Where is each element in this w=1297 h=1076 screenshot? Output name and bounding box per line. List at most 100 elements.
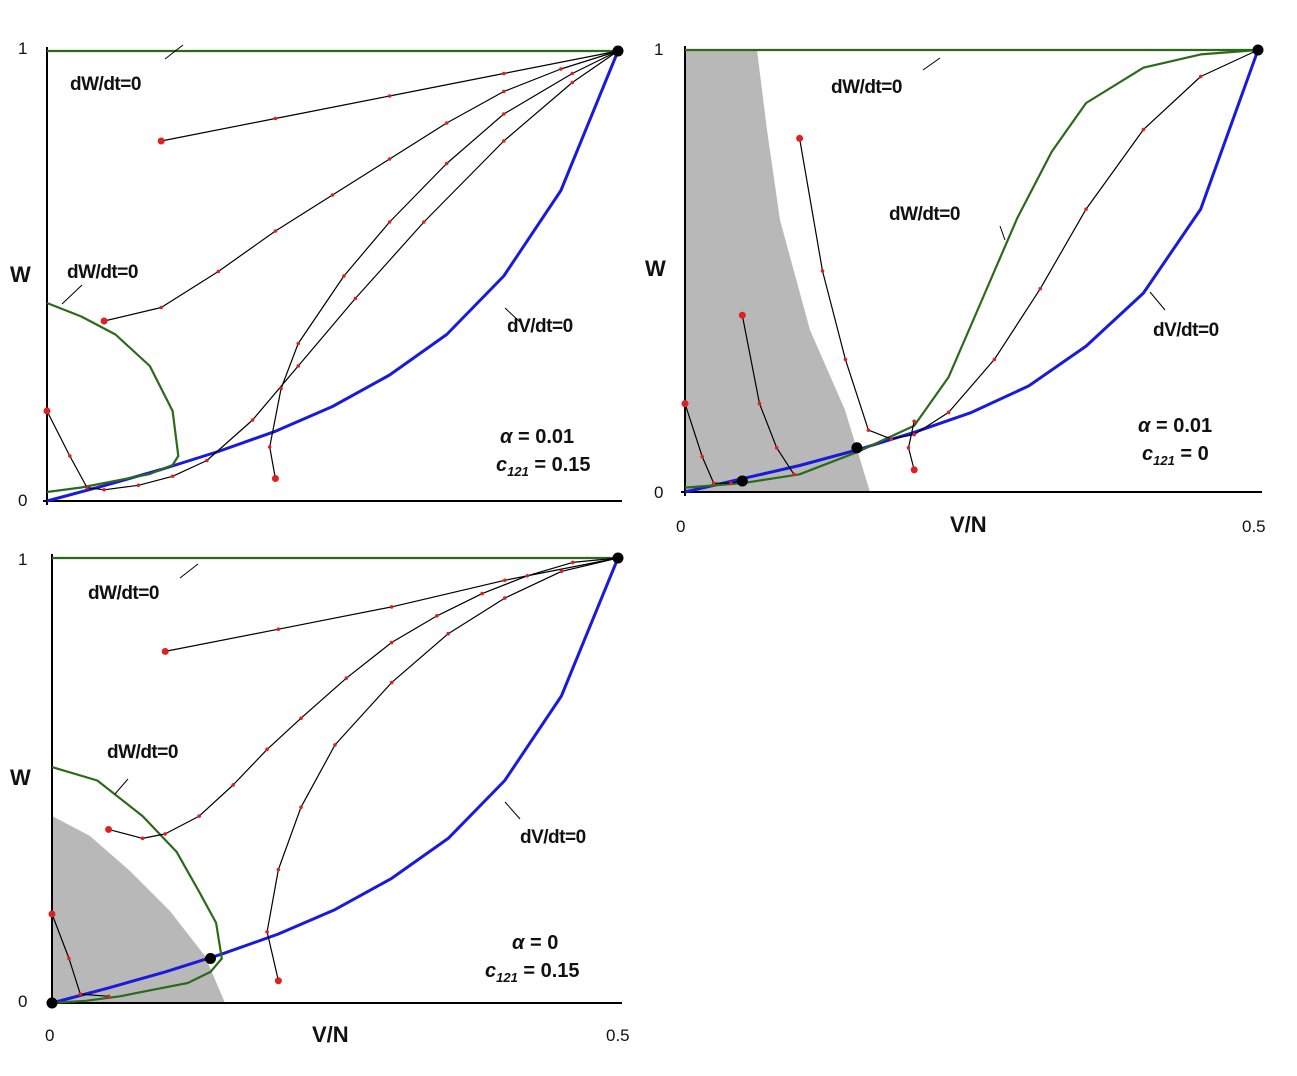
- trajectory-marker: [273, 116, 278, 121]
- trajectory-marker: [299, 716, 303, 720]
- trajectory-marker: [389, 605, 394, 609]
- trajectory-marker: [136, 483, 141, 488]
- trajectory-marker: [267, 445, 272, 449]
- trajectory-marker: [946, 410, 951, 415]
- trajectory-line: [103, 50, 619, 322]
- annotation-leader: [164, 44, 184, 60]
- trajectory-marker: [1141, 127, 1146, 132]
- trajectory-marker: [502, 71, 506, 76]
- trajectory-marker: [889, 437, 894, 441]
- trajectory-marker: [774, 446, 779, 450]
- equilibrium-point: [736, 475, 748, 487]
- trajectory-marker: [102, 487, 106, 492]
- trajectory-marker: [85, 485, 89, 490]
- x-axis-title-c: V/N: [312, 1022, 349, 1047]
- trajectory-marker: [843, 357, 848, 362]
- y-axis-title-b: W: [645, 256, 666, 281]
- trajectory-marker: [159, 305, 163, 310]
- annotation-dw-top-a: dW/dt=0: [70, 74, 141, 95]
- trajectory-line: [165, 557, 619, 652]
- trajectory-marker: [157, 137, 165, 145]
- trajectory-marker: [342, 274, 346, 278]
- trajectory-marker: [912, 419, 916, 424]
- trajectory-marker: [711, 481, 716, 485]
- x-tick-left-b: 0: [676, 517, 686, 536]
- trajectory-marker: [271, 475, 279, 482]
- trajectory-marker: [422, 220, 426, 224]
- dv-nullcline-line: [684, 49, 1260, 494]
- y-tick-top-a: 1: [18, 39, 28, 58]
- trajectory-marker: [299, 805, 303, 809]
- y-tick-bottom-a: 0: [18, 491, 28, 510]
- y-axis-title-a: W: [10, 262, 31, 287]
- dw-nullcline-line: [684, 48, 1259, 489]
- trajectory-marker: [387, 94, 392, 98]
- trajectory-marker: [559, 67, 563, 71]
- trajectory-marker: [265, 747, 269, 752]
- trajectory-marker: [796, 134, 804, 142]
- trajectory-marker: [353, 296, 358, 301]
- x-tick-right-c: 0.5: [606, 1026, 630, 1045]
- annotation-dw-top-b: dW/dt=0: [831, 77, 902, 98]
- trajectory-marker: [100, 317, 108, 325]
- annotation-dv-a: dV/dt=0: [507, 316, 573, 337]
- trajectory-marker: [866, 428, 871, 432]
- phase-plot-c: 1 0 0 0.5 W V/N dW/dt=0 dW/dt=0 dV/dt=0 …: [0, 536, 660, 1076]
- trajectory-marker: [910, 466, 918, 474]
- trajectory-marker: [105, 825, 113, 833]
- c121-param-a: c121 = 0.15: [496, 454, 591, 479]
- dv-nullcline-line: [51, 557, 620, 1005]
- trajectory-marker: [570, 71, 575, 76]
- trajectory-marker: [502, 112, 506, 116]
- trajectory-marker: [387, 220, 392, 224]
- trajectory-marker: [170, 474, 175, 479]
- trajectory-marker: [480, 591, 484, 596]
- trajectory-marker: [757, 401, 762, 406]
- annotation-leader: [61, 284, 83, 305]
- trajectory-marker: [140, 836, 145, 841]
- trajectory-marker: [700, 454, 704, 459]
- trajectory-marker: [435, 614, 439, 618]
- shaded-region: [52, 816, 225, 1003]
- annotation-leader: [922, 57, 941, 71]
- trajectory-marker: [78, 992, 83, 996]
- trajectory-line: [266, 557, 619, 981]
- plot-svg-b: [681, 44, 1264, 496]
- annotation-leader: [999, 225, 1006, 241]
- equilibrium-point: [46, 997, 58, 1009]
- trajectory-marker: [906, 446, 911, 450]
- trajectory-marker: [274, 977, 282, 985]
- annotation-dw-left-a: dW/dt=0: [67, 262, 138, 283]
- trajectory-marker: [68, 454, 72, 458]
- trajectory-marker: [738, 311, 746, 319]
- x-tick-left-c: 0: [45, 1026, 55, 1045]
- dw-nullcline-line: [51, 766, 223, 1005]
- trajectory-marker: [1198, 74, 1203, 79]
- trajectory-marker: [992, 357, 997, 362]
- trajectory-marker: [273, 229, 278, 233]
- trajectory-marker: [820, 269, 825, 273]
- y-tick-top-b: 1: [654, 40, 664, 59]
- equilibrium-point: [612, 45, 624, 57]
- shaded-region: [685, 50, 870, 492]
- trajectory-marker: [792, 472, 796, 477]
- phase-plot-a: 1 0 W dW/dt=0 dW/dt=0 dV/dt=0 α = 0.01 c…: [0, 30, 650, 520]
- alpha-param-b: α = 0.01: [1138, 415, 1213, 437]
- trajectory-marker: [106, 994, 111, 999]
- annotation-leader: [504, 307, 521, 323]
- trajectory-marker: [570, 80, 575, 85]
- trajectory-marker: [250, 418, 255, 422]
- trajectory-marker: [503, 596, 507, 600]
- y-axis-title-c: W: [10, 765, 31, 790]
- trajectory-marker: [502, 139, 506, 143]
- trajectory-marker: [387, 157, 392, 161]
- equilibrium-point: [1252, 44, 1264, 56]
- trajectory-marker: [216, 269, 221, 274]
- trajectory-line: [799, 49, 1259, 440]
- annotation-leader: [179, 563, 199, 579]
- equilibrium-point: [204, 953, 216, 964]
- trajectory-marker: [525, 574, 530, 578]
- trajectory-marker: [389, 640, 394, 645]
- trajectory-marker: [205, 458, 209, 463]
- alpha-param-c: α = 0: [512, 932, 559, 954]
